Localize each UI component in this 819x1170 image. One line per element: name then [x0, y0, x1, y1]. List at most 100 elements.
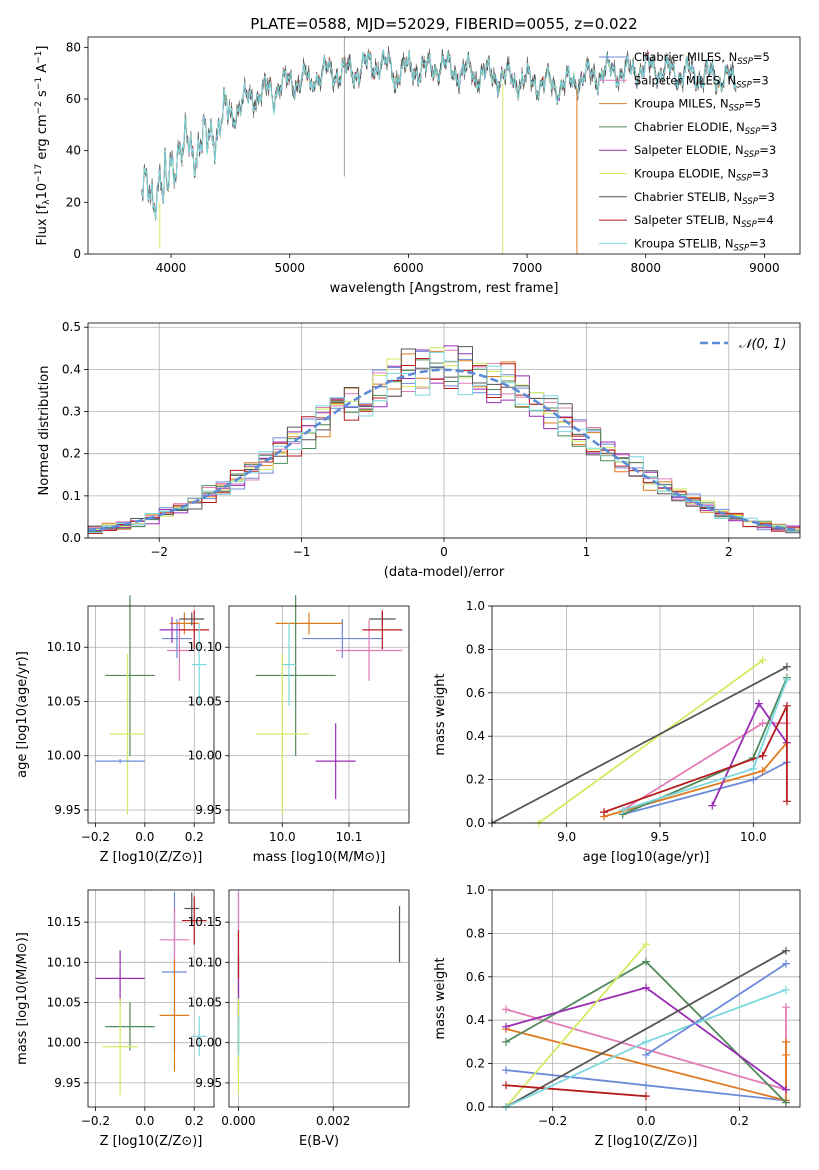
x-tick-label: 6000 [393, 261, 424, 275]
chart-residuals: −2 −1 0 1 2 0.0 0.1 0.2 0.3 0.4 0.5 (data-model)/er… [37, 320, 801, 580]
weight-marker [502, 1081, 510, 1090]
y-tick-label: 0.1 [62, 489, 81, 503]
weight-line [505, 1084, 647, 1098]
x-axis-label: (data-model)/error [384, 565, 505, 580]
weight-marker [642, 1092, 650, 1101]
weight-marker [782, 1098, 790, 1107]
weight-marker [642, 983, 650, 992]
chart-weight_vs_age: 9.0 9.5 10.0 0.0 0.2 0.4 0.6 0.8 1.0 age [log10(a… [433, 599, 801, 865]
y-tick-label: 10.00 [47, 749, 81, 763]
x-tick-label: 0.000 [221, 1114, 255, 1128]
y-tick-label: 0.5 [62, 320, 81, 334]
y-tick-label: 0.0 [466, 816, 485, 830]
y-tick-label: 9.95 [54, 803, 81, 817]
weight-marker [782, 946, 790, 955]
y-axis-label: mass weight [433, 957, 448, 1039]
weight-line [538, 659, 764, 824]
x-tick-label: 9.5 [650, 830, 669, 844]
weight-marker [502, 1066, 510, 1075]
y-tick-label: 0.6 [466, 970, 485, 984]
legend-label: Salpeter MILES, NSSP=3 [634, 73, 769, 90]
x-tick-label: 9.0 [557, 830, 576, 844]
x-tick-label: 10.0 [269, 830, 296, 844]
y-tick-label: 40 [66, 144, 81, 158]
histogram-series [87, 358, 800, 538]
weight-marker [782, 1037, 790, 1046]
y-tick-label: 10.10 [47, 640, 81, 654]
weight-marker [749, 775, 758, 784]
x-tick-label: −2 [150, 545, 168, 559]
legend-label: Kroupa MILES, NSSP=5 [634, 97, 761, 114]
y-tick-label: 0.8 [466, 642, 485, 656]
y-tick-label: 10.05 [188, 996, 222, 1010]
weight-marker [642, 1081, 650, 1090]
weight-line [505, 950, 787, 1108]
y-tick-label: 0.4 [466, 729, 485, 743]
y-tick-label: 1.0 [466, 883, 485, 897]
x-tick-label: 0.2 [185, 830, 204, 844]
y-tick-label: 0.2 [62, 447, 81, 461]
normal-curve [87, 368, 801, 532]
legend-label: Salpeter ELODIE, NSSP=3 [634, 143, 776, 160]
x-tick-label: 0.002 [316, 1114, 350, 1128]
y-tick-label: 9.95 [195, 1076, 222, 1090]
legend-label: Chabrier STELIB, NSSP=3 [634, 190, 775, 207]
legend-label: Kroupa ELODIE, NSSP=3 [634, 167, 769, 184]
weight-marker [782, 797, 791, 806]
axes-frame [491, 605, 801, 824]
y-tick-label: 10.05 [188, 694, 222, 708]
x-tick-label: −0.2 [81, 830, 110, 844]
x-tick-label: 1 [583, 545, 591, 559]
x-tick-label: 0 [440, 545, 448, 559]
weight-marker [782, 1003, 790, 1012]
weight-marker [642, 1037, 650, 1046]
weight-marker [758, 719, 767, 728]
y-tick-label: 9.95 [195, 803, 222, 817]
legend: Chabrier MILES, NSSP=5 Salpeter MILES, NS… [599, 50, 777, 253]
weight-marker [502, 1005, 510, 1014]
x-axis-label: Z [log10(Z/Z⊙)] [100, 850, 203, 865]
x-tick-label: 0.0 [135, 1114, 154, 1128]
x-tick-label: −1 [293, 545, 311, 559]
y-axis-label: Flux [fλ10−17 erg cm−2 s−1 A−1] [34, 46, 52, 246]
legend-label: Salpeter STELIB, NSSP=4 [634, 213, 774, 230]
y-tick-label: 10.00 [47, 1036, 81, 1050]
x-tick-label: 0.2 [730, 1114, 749, 1128]
weight-marker [618, 805, 627, 814]
weight-marker [600, 808, 608, 817]
x-axis-label: Z [log10(Z/Z⊙)] [595, 1134, 698, 1149]
y-tick-label: 0 [73, 247, 81, 261]
chart-age_vs_Z: −0.2 0.0 0.2 9.95 10.00 10.05 10.10 Z [log10(Z/… [15, 595, 215, 865]
y-tick-label: 0.4 [466, 1013, 485, 1027]
axes-frame [87, 36, 801, 255]
x-tick-label: 10.0 [740, 830, 767, 844]
figure-title: PLATE=0588, MJD=52029, FIBERID=0055, z=0… [250, 15, 637, 33]
axes-frame [87, 322, 801, 539]
weight-line [603, 705, 788, 813]
y-tick-label: 10.00 [188, 1036, 222, 1050]
y-tick-label: 10.15 [188, 915, 222, 929]
weight-marker [642, 1050, 650, 1059]
y-tick-label: 0.3 [62, 405, 81, 419]
x-tick-label: 0.0 [636, 1114, 655, 1128]
x-axis-label: wavelength [Angstrom, rest frame] [330, 281, 559, 296]
weight-marker [642, 957, 650, 966]
y-tick-label: 0.8 [466, 926, 485, 940]
weight-marker [502, 1022, 510, 1031]
y-tick-label: 0.6 [466, 686, 485, 700]
x-tick-label: 10.1 [336, 830, 363, 844]
y-tick-label: 10.15 [47, 915, 81, 929]
axes-frame [228, 605, 410, 824]
y-tick-label: 10.10 [47, 955, 81, 969]
histogram-series [87, 351, 800, 538]
weight-marker [758, 766, 767, 775]
weight-line [505, 1028, 787, 1102]
y-tick-label: 10.05 [47, 996, 81, 1010]
x-tick-label: 0.2 [185, 1114, 204, 1128]
x-tick-label: 5000 [274, 261, 305, 275]
y-tick-label: 10.00 [188, 749, 222, 763]
axes-frame [87, 889, 215, 1108]
y-tick-label: 0.2 [466, 773, 485, 787]
x-tick-label: 7000 [512, 261, 543, 275]
